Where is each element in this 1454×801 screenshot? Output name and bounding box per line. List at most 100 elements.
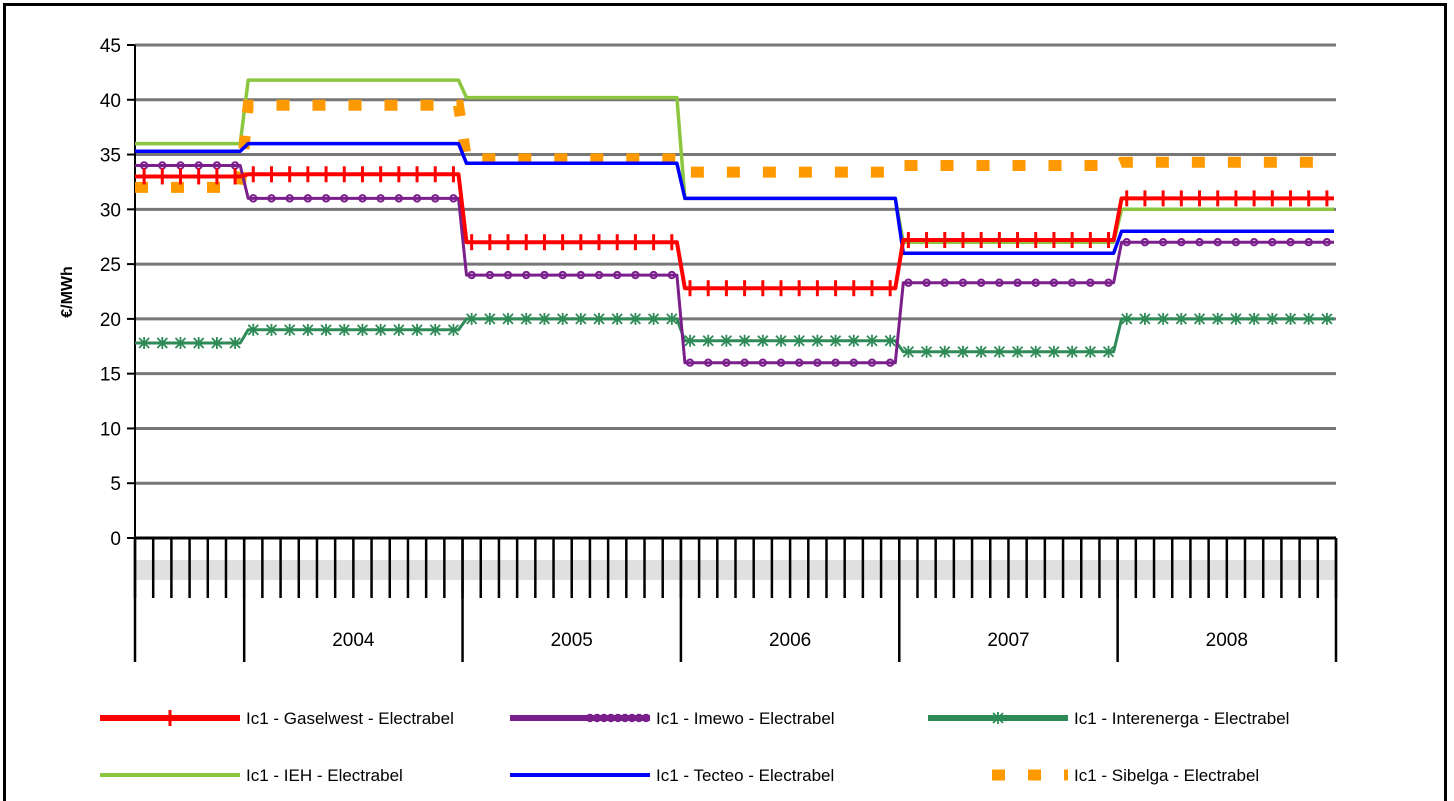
- data-point: [831, 358, 840, 367]
- legend-item: Ic1 - IEH - Electrabel: [100, 766, 403, 785]
- data-point: [1102, 345, 1115, 358]
- data-point: [1212, 312, 1224, 325]
- data-point: [538, 312, 551, 325]
- data-point: [794, 358, 804, 367]
- data-point: [249, 194, 258, 203]
- data-point: [775, 334, 787, 347]
- data-point: [649, 270, 658, 280]
- data-point: [302, 323, 314, 336]
- legend: Ic1 - Gaselwest - Electrabel Ic1 - Imewo …: [100, 709, 1289, 785]
- y-tick-label: 40: [100, 91, 121, 112]
- data-point: [1230, 312, 1242, 325]
- year-label: 2006: [769, 630, 811, 651]
- data-point: [667, 270, 677, 280]
- data-point: [758, 358, 767, 367]
- data-point: [303, 194, 313, 203]
- data-point: [684, 334, 696, 347]
- data-point: [1286, 238, 1295, 247]
- data-point: [740, 358, 749, 367]
- x-axis: 2004 2005 2006 2007 2008: [133, 536, 1338, 662]
- data-point: [1157, 312, 1169, 325]
- data-point: [575, 312, 587, 325]
- data-point: [647, 312, 660, 325]
- data-point: [866, 334, 878, 347]
- data-point: [957, 345, 969, 358]
- data-point: [757, 334, 769, 347]
- data-point: [1268, 238, 1277, 247]
- data-point: [629, 312, 642, 325]
- data-point: [958, 278, 968, 287]
- data-point: [593, 312, 605, 325]
- data-point: [429, 323, 441, 336]
- data-point: [156, 336, 168, 349]
- data-point: [793, 334, 805, 347]
- year-label: 2004: [332, 630, 375, 651]
- series-line: [135, 317, 1334, 354]
- year-label: 2007: [987, 630, 1029, 651]
- data-point: [447, 323, 460, 336]
- legend-item: Ic1 - Tecteo - Electrabel: [510, 766, 834, 785]
- data-point: [520, 312, 532, 325]
- data-point: [1121, 312, 1133, 325]
- legend-label: Ic1 - Imewo - Electrabel: [656, 709, 835, 728]
- data-point: [1048, 345, 1060, 358]
- data-point: [993, 345, 1005, 358]
- y-tick-label: 35: [100, 146, 121, 167]
- legend-item: Ic1 - Interenerga - Electrabel: [928, 709, 1289, 728]
- legend-label: Ic1 - Tecteo - Electrabel: [656, 766, 834, 785]
- legend-item: Ic1 - Imewo - Electrabel: [510, 709, 835, 728]
- data-point: [1304, 238, 1313, 247]
- y-tick-label: 0: [110, 529, 121, 550]
- data-point: [1067, 278, 1077, 287]
- data-point: [284, 323, 296, 336]
- data-point: [502, 312, 514, 325]
- data-point: [522, 270, 531, 280]
- data-point: [1284, 312, 1297, 325]
- data-point: [920, 345, 933, 358]
- data-point: [412, 194, 422, 203]
- y-tick-label: 15: [100, 365, 121, 386]
- legend-label: Ic1 - Interenerga - Electrabel: [1074, 709, 1289, 728]
- series-ic1-tecteo-electrabel: [135, 141, 1334, 255]
- data-point: [738, 334, 751, 347]
- data-point: [1011, 345, 1024, 358]
- data-point: [1193, 312, 1206, 325]
- y-tick-label: 20: [100, 310, 121, 331]
- data-point: [702, 334, 714, 347]
- data-point: [321, 194, 331, 203]
- data-point: [849, 358, 858, 367]
- data-point: [631, 270, 640, 280]
- data-point: [338, 323, 350, 336]
- y-tick-label: 45: [100, 36, 121, 57]
- data-point: [1122, 238, 1131, 247]
- data-point: [503, 270, 513, 280]
- data-point: [1140, 238, 1150, 247]
- legend-label: Ic1 - Sibelga - Electrabel: [1074, 766, 1259, 785]
- series-line: [135, 141, 1334, 255]
- gridlines: [135, 43, 1336, 485]
- series-layer: [135, 78, 1334, 367]
- data-point: [1175, 312, 1187, 325]
- data-point: [939, 345, 951, 358]
- y-axis: 0 5 10 15 20 25 30 35 40 45: [100, 36, 136, 550]
- data-point: [267, 194, 276, 203]
- data-point: [613, 270, 622, 280]
- data-point: [540, 270, 549, 280]
- legend-item: Ic1 - Gaselwest - Electrabel: [100, 709, 454, 728]
- data-point: [340, 194, 349, 203]
- data-point: [211, 336, 223, 349]
- data-point: [995, 278, 1004, 287]
- y-tick-label: 25: [100, 255, 121, 276]
- series-ic1-imewo-electrabel: [135, 161, 1334, 367]
- series-line: [135, 172, 1334, 291]
- data-point: [174, 336, 187, 349]
- data-point: [885, 358, 895, 367]
- data-point: [1031, 278, 1040, 287]
- data-point: [704, 358, 713, 367]
- data-point: [449, 194, 458, 203]
- data-point: [1231, 238, 1241, 247]
- data-point: [1030, 345, 1042, 358]
- data-point: [431, 194, 440, 203]
- data-point: [1249, 238, 1259, 247]
- data-point: [685, 358, 695, 367]
